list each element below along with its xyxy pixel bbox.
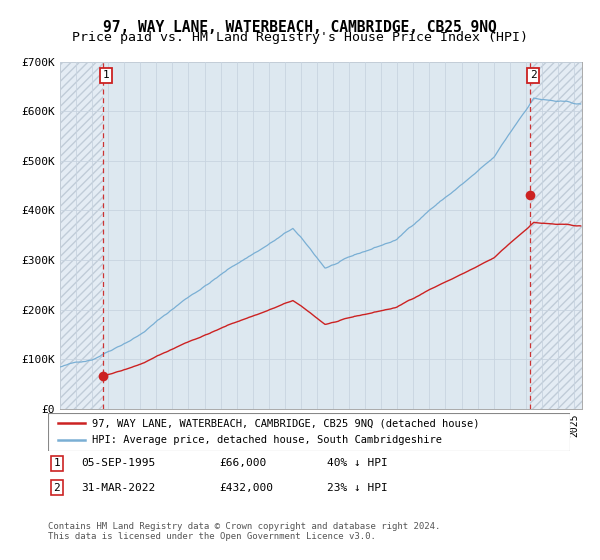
Text: HPI: Average price, detached house, South Cambridgeshire: HPI: Average price, detached house, Sout… [92,435,442,445]
Text: 97, WAY LANE, WATERBEACH, CAMBRIDGE, CB25 9NQ: 97, WAY LANE, WATERBEACH, CAMBRIDGE, CB2… [103,20,497,35]
Text: 1: 1 [103,71,109,81]
Text: £66,000: £66,000 [219,458,266,468]
Text: Price paid vs. HM Land Registry's House Price Index (HPI): Price paid vs. HM Land Registry's House … [72,31,528,44]
Text: 2: 2 [53,483,61,493]
Text: 31-MAR-2022: 31-MAR-2022 [81,483,155,493]
Text: 23% ↓ HPI: 23% ↓ HPI [327,483,388,493]
Bar [530,62,582,409]
Text: 05-SEP-1995: 05-SEP-1995 [81,458,155,468]
Text: £432,000: £432,000 [219,483,273,493]
Bar [60,62,103,409]
Text: Contains HM Land Registry data © Crown copyright and database right 2024.
This d: Contains HM Land Registry data © Crown c… [48,522,440,542]
Text: 2: 2 [530,71,536,81]
Text: 97, WAY LANE, WATERBEACH, CAMBRIDGE, CB25 9NQ (detached house): 97, WAY LANE, WATERBEACH, CAMBRIDGE, CB2… [92,418,480,428]
Text: 40% ↓ HPI: 40% ↓ HPI [327,458,388,468]
Text: 1: 1 [53,458,61,468]
FancyBboxPatch shape [48,413,570,451]
